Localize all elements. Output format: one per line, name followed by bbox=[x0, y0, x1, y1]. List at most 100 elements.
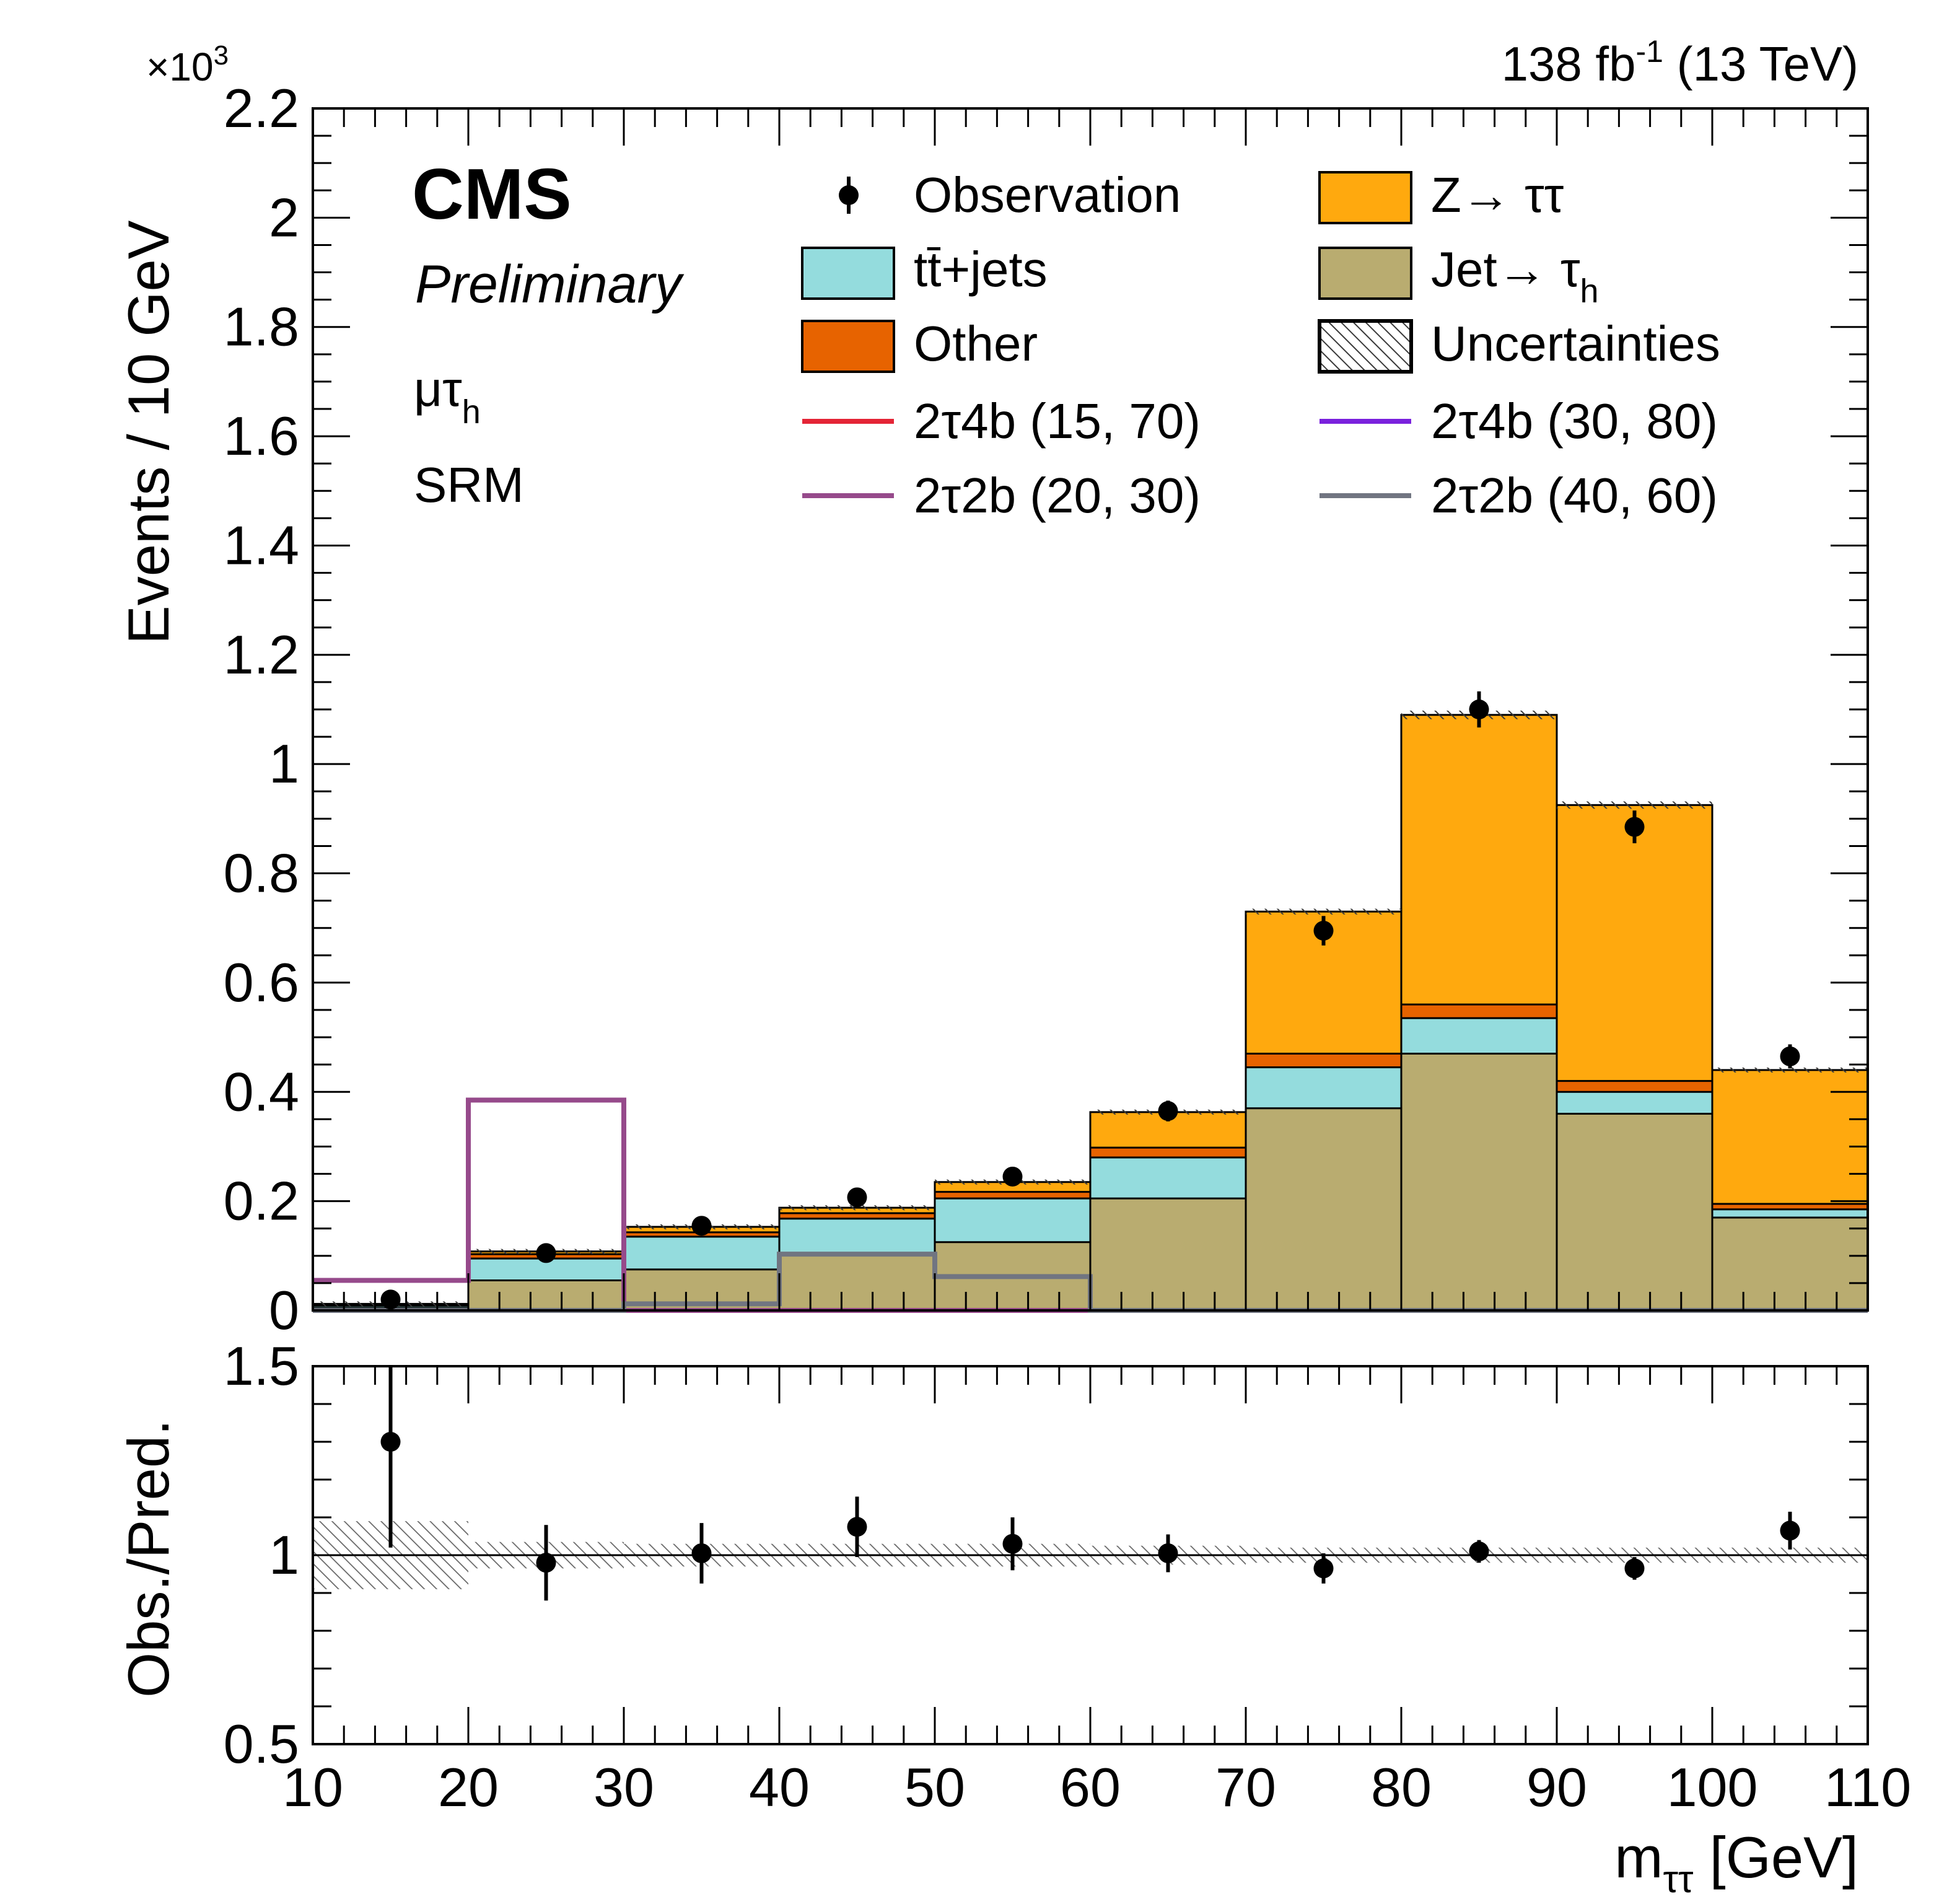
region-label: SRM bbox=[414, 457, 524, 512]
legend-other-label: Other bbox=[914, 316, 1038, 371]
legend-entry-signal-2t2b-20-30: 2τ2b (20, 30) bbox=[802, 468, 1201, 523]
ratio-tick-label-0.5: 0.5 bbox=[224, 1713, 299, 1775]
main-axis-ticks bbox=[312, 107, 1869, 1312]
y-tick-label-1.2: 1.2 bbox=[224, 624, 299, 685]
uncertainty-band-bin-4 bbox=[779, 1205, 935, 1211]
x-axis-title: mττ [GeV] bbox=[1614, 1825, 1858, 1901]
legend-signal-2t4b-30-80-label: 2τ4b (30, 80) bbox=[1431, 393, 1718, 449]
x-tick-label-50: 50 bbox=[904, 1757, 965, 1818]
y-tick-label-0.4: 0.4 bbox=[224, 1061, 299, 1122]
lumi-label: 138 fb-1 (13 TeV) bbox=[1502, 34, 1858, 91]
legend-uncertainties-label: Uncertainties bbox=[1431, 316, 1720, 371]
ratio-point-9 bbox=[1624, 1558, 1645, 1579]
observation-points bbox=[380, 691, 1800, 1310]
observation-point-5 bbox=[1002, 1166, 1023, 1187]
legend-entry-jet-fake: Jet→ τh bbox=[1318, 242, 1599, 310]
ratio-y-axis-title: Obs./Pred. bbox=[116, 1419, 181, 1698]
ratio-tick-label-1: 1 bbox=[269, 1524, 299, 1586]
observation-point-4 bbox=[847, 1187, 867, 1208]
observation-point-1 bbox=[380, 1289, 401, 1310]
legend-ttbar-label: tt̄+jets bbox=[914, 242, 1048, 297]
main-plot-frame bbox=[312, 107, 1869, 1312]
stack-bar-jet-bin-9 bbox=[1556, 1113, 1713, 1312]
legend-entry-uncertainties: Uncertainties bbox=[1318, 316, 1720, 374]
y-tick-label-1: 1 bbox=[269, 733, 299, 794]
ratio-tick-label-1.5: 1.5 bbox=[224, 1335, 299, 1397]
ratio-point-4 bbox=[847, 1517, 867, 1537]
observation-point-7 bbox=[1313, 921, 1334, 941]
legend-entry-ttbar: tt̄+jets bbox=[801, 242, 1048, 300]
ratio-plot-frame bbox=[312, 1365, 1869, 1745]
observation-point-8 bbox=[1469, 700, 1489, 719]
observation-point-3 bbox=[691, 1216, 712, 1236]
legend: Observation tt̄+jets Other 2τ4b (15, 70)… bbox=[801, 167, 1720, 523]
y-tick-label-0.8: 0.8 bbox=[224, 843, 299, 904]
legend-entry-signal-2t2b-40-60: 2τ2b (40, 60) bbox=[1320, 468, 1718, 523]
legend-observation-marker bbox=[839, 185, 859, 205]
stack-bar-jet-bin-8 bbox=[1400, 1053, 1558, 1312]
x-tick-label-80: 80 bbox=[1371, 1757, 1432, 1818]
uncertainty-band-bin-10 bbox=[1712, 1068, 1868, 1073]
x-tick-label-90: 90 bbox=[1526, 1757, 1587, 1818]
y-multiplier: ×103 bbox=[146, 40, 229, 89]
x-tick-labels: 10 20 30 40 50 60 70 80 90 100 110 bbox=[282, 1757, 1911, 1818]
ratio-axis-ticks bbox=[312, 1365, 1869, 1745]
observation-point-6 bbox=[1158, 1101, 1178, 1121]
stack-bar-jet-bin-6 bbox=[1089, 1197, 1247, 1312]
stack-bar-jet-bin-4 bbox=[778, 1253, 936, 1312]
preliminary-label: Preliminary bbox=[415, 255, 685, 314]
y-tick-label-2: 2 bbox=[269, 186, 299, 248]
observation-point-10 bbox=[1780, 1046, 1800, 1066]
legend-signal-2t2b-40-60-label: 2τ2b (40, 60) bbox=[1431, 468, 1718, 523]
y-tick-label-0: 0 bbox=[269, 1279, 299, 1341]
y-axis-title: Events / 10 GeV bbox=[116, 220, 181, 644]
x-tick-label-100: 100 bbox=[1667, 1757, 1758, 1818]
legend-ttbar-swatch bbox=[801, 247, 895, 300]
legend-ztautau-swatch bbox=[1318, 171, 1412, 224]
uncertainty-band-bin-7 bbox=[1246, 908, 1401, 915]
ratio-point-5 bbox=[1002, 1533, 1023, 1554]
ratio-point-3 bbox=[691, 1543, 712, 1563]
legend-jet-fake-label: Jet→ τh bbox=[1431, 242, 1599, 310]
legend-uncertainties-swatch bbox=[1318, 319, 1413, 374]
x-tick-label-70: 70 bbox=[1215, 1757, 1276, 1818]
y-tick-label-1.8: 1.8 bbox=[224, 296, 299, 358]
legend-ztautau-label: Z→ ττ bbox=[1431, 167, 1564, 222]
x-tick-label-40: 40 bbox=[749, 1757, 810, 1818]
legend-entry-signal-2t4b-30-80: 2τ4b (30, 80) bbox=[1320, 393, 1718, 449]
x-tick-label-30: 30 bbox=[593, 1757, 654, 1818]
channel-label: μτh bbox=[414, 361, 481, 431]
uncertainty-band-bin-9 bbox=[1557, 801, 1712, 809]
observation-point-9 bbox=[1624, 817, 1645, 837]
x-tick-label-110: 110 bbox=[1824, 1757, 1911, 1818]
ratio-point-6 bbox=[1158, 1543, 1178, 1563]
ratio-point-8 bbox=[1469, 1541, 1489, 1561]
y-tick-label-1.6: 1.6 bbox=[224, 405, 299, 467]
ratio-tick-labels: 0.5 1 1.5 bbox=[224, 1335, 299, 1775]
observation-point-2 bbox=[536, 1243, 556, 1263]
legend-jet-fake-swatch bbox=[1318, 247, 1412, 300]
y-tick-label-1.4: 1.4 bbox=[224, 514, 299, 576]
legend-entry-signal-2t4b-15-70: 2τ4b (15, 70) bbox=[802, 393, 1201, 449]
cms-label: CMS bbox=[412, 154, 572, 234]
ratio-point-2 bbox=[536, 1553, 556, 1573]
y-tick-label-0.6: 0.6 bbox=[224, 952, 299, 1013]
legend-entry-ztautau: Z→ ττ bbox=[1318, 167, 1564, 224]
y-tick-labels: 0 0.2 0.4 0.6 0.8 1 1.2 1.4 1.6 1.8 2 2.2 bbox=[224, 77, 299, 1341]
stack-bar-jet-bin-7 bbox=[1245, 1107, 1403, 1312]
y-tick-label-2.2: 2.2 bbox=[224, 77, 299, 139]
stack-bar-jet-bin-10 bbox=[1711, 1216, 1869, 1312]
legend-signal-2t2b-20-30-label: 2τ2b (20, 30) bbox=[914, 468, 1201, 523]
legend-entry-observation: Observation bbox=[839, 167, 1181, 222]
ratio-point-7 bbox=[1313, 1558, 1334, 1579]
legend-observation-label: Observation bbox=[914, 167, 1181, 222]
legend-entry-other: Other bbox=[801, 316, 1038, 373]
stacked-background-histograms bbox=[312, 714, 1869, 1312]
x-tick-label-20: 20 bbox=[438, 1757, 499, 1818]
stack-bar-jet-bin-2 bbox=[467, 1279, 625, 1312]
ratio-point-1 bbox=[380, 1432, 401, 1452]
legend-other-swatch bbox=[801, 320, 895, 373]
legend-signal-2t4b-15-70-label: 2τ4b (15, 70) bbox=[914, 393, 1201, 449]
x-tick-label-60: 60 bbox=[1060, 1757, 1121, 1818]
